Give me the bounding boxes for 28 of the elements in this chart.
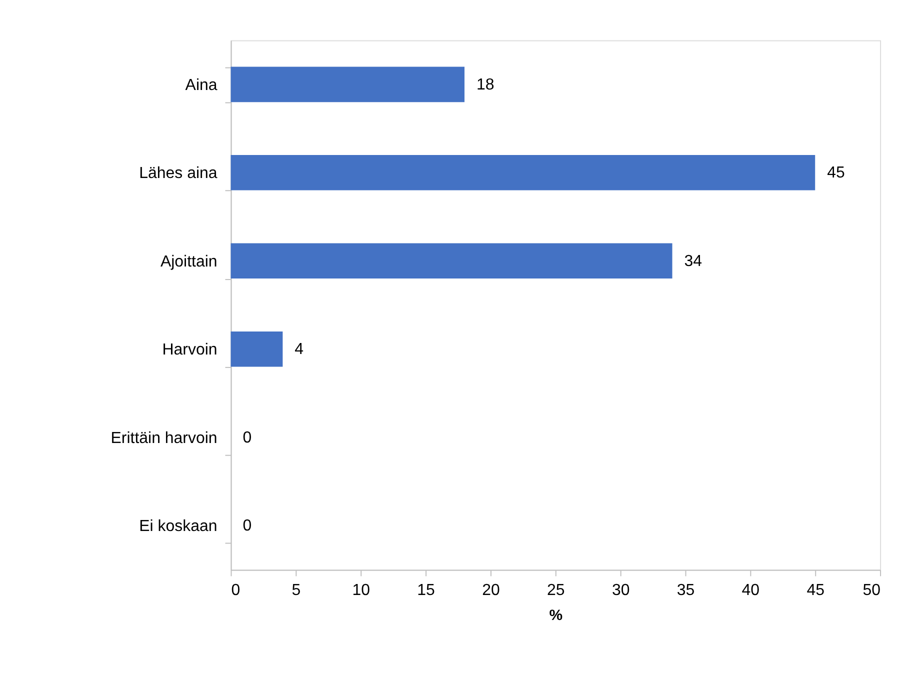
y-tick-label: Lähes aina [139,165,218,182]
y-tick-label: Ei koskaan [139,518,218,536]
x-tick-label: 15 [417,582,436,600]
x-tick-label: 10 [352,582,370,600]
y-tick-label: Aina [185,76,218,94]
x-tick-label: 5 [292,582,301,600]
data-label: 0 [242,429,252,446]
data-label: 0 [242,518,252,535]
data-label: 18 [476,76,494,94]
x-tick-label: 0 [231,582,240,600]
x-tick-label: 45 [806,582,825,600]
x-tick-label: 30 [612,582,630,600]
data-label: 34 [684,252,702,270]
bar [230,66,464,102]
x-tick-label: 35 [676,582,695,600]
data-label: 45 [827,164,845,182]
y-tick-label: Harvoin [162,342,218,359]
x-tick-label: 25 [547,582,565,600]
x-axis-title: % [549,607,563,624]
bar [230,243,672,279]
data-label: 4 [294,341,304,358]
x-tick-label: 40 [742,582,760,600]
bar [230,155,816,190]
x-tick-label: 20 [482,582,500,600]
bar [230,331,283,367]
y-tick-label: Erittäin harvoin [110,430,218,447]
y-tick-label: Ajoittain [160,253,218,270]
x-tick-label: 50 [862,582,881,600]
